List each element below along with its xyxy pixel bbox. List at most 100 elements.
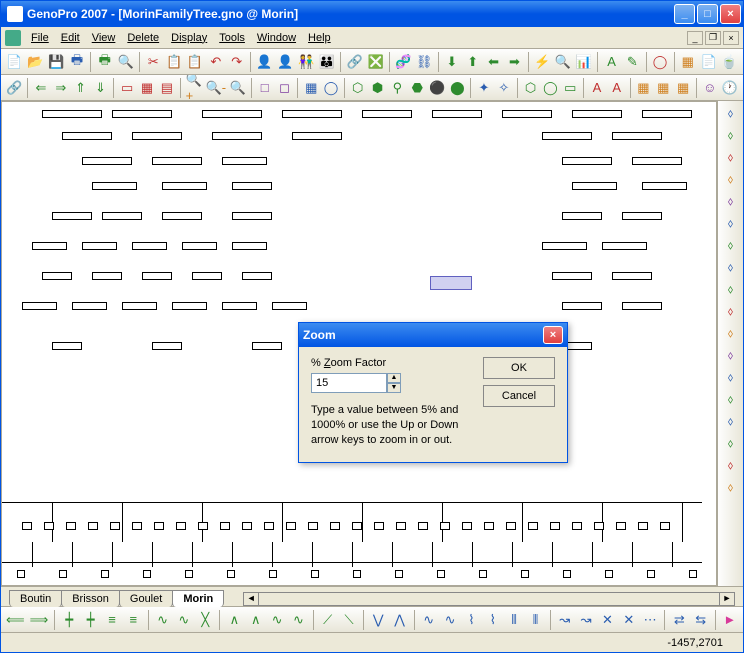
- menu-display[interactable]: Display: [165, 30, 213, 46]
- sheet-tab[interactable]: Morin: [172, 590, 224, 607]
- relation-button[interactable]: ∿: [153, 609, 171, 631]
- relation-button[interactable]: ╳: [196, 609, 214, 631]
- titlebar[interactable]: GenoPro 2007 - [MorinFamilyTree.gno @ Mo…: [1, 1, 743, 27]
- toolbar-button[interactable]: ▤: [158, 77, 176, 99]
- toolbar-button[interactable]: ⇐: [32, 77, 50, 99]
- toolbar-button[interactable]: ◯: [651, 51, 670, 73]
- right-toolbar-button[interactable]: ⬨: [720, 323, 742, 343]
- toolbar-button[interactable]: 🔗: [345, 51, 364, 73]
- relation-button[interactable]: ≡: [124, 609, 142, 631]
- toolbar-button[interactable]: 📋: [186, 51, 205, 73]
- toolbar-button[interactable]: ➡: [505, 51, 524, 73]
- toolbar-button[interactable]: ⇑: [72, 77, 90, 99]
- menu-window[interactable]: Window: [251, 30, 302, 46]
- relation-button[interactable]: ∿: [289, 609, 307, 631]
- spinner-down[interactable]: ▼: [387, 383, 401, 393]
- relation-button[interactable]: ⟸: [5, 609, 26, 631]
- toolbar-button[interactable]: 👪: [318, 51, 337, 73]
- right-toolbar-button[interactable]: ⬨: [720, 411, 742, 431]
- toolbar-button[interactable]: ⬇: [442, 51, 461, 73]
- right-toolbar-button[interactable]: ⬨: [720, 345, 742, 365]
- sheet-tab[interactable]: Brisson: [61, 590, 120, 607]
- toolbar-button[interactable]: ▦: [138, 77, 156, 99]
- toolbar-button[interactable]: ↷: [227, 51, 246, 73]
- menu-view[interactable]: View: [86, 30, 122, 46]
- right-toolbar-button[interactable]: ⬨: [720, 301, 742, 321]
- toolbar-button[interactable]: ↶: [206, 51, 225, 73]
- relation-button[interactable]: ↝: [577, 609, 595, 631]
- toolbar-button[interactable]: 📄: [5, 51, 24, 73]
- relation-button[interactable]: ┿: [81, 609, 99, 631]
- menu-delete[interactable]: Delete: [121, 30, 165, 46]
- toolbar-button[interactable]: 🔍+: [185, 77, 203, 99]
- toolbar-button[interactable]: 🕐: [721, 77, 739, 99]
- close-button[interactable]: ×: [720, 4, 741, 24]
- right-toolbar-button[interactable]: ⬨: [720, 279, 742, 299]
- relation-button[interactable]: ∿: [420, 609, 438, 631]
- toolbar-button[interactable]: 🔍: [116, 51, 135, 73]
- toolbar-button[interactable]: ⬡: [522, 77, 540, 99]
- dialog-titlebar[interactable]: Zoom ×: [299, 323, 567, 347]
- right-toolbar-button[interactable]: ⬨: [720, 257, 742, 277]
- right-toolbar-button[interactable]: ⬨: [720, 191, 742, 211]
- toolbar-button[interactable]: ⚡: [533, 51, 552, 73]
- toolbar-button[interactable]: 💾: [47, 51, 66, 73]
- right-toolbar-button[interactable]: ⬨: [720, 477, 742, 497]
- menu-tools[interactable]: Tools: [213, 30, 251, 46]
- relation-button[interactable]: ⇄: [670, 609, 688, 631]
- relation-button[interactable]: ∿: [268, 609, 286, 631]
- toolbar-button[interactable]: □: [256, 77, 274, 99]
- relation-button[interactable]: ≡: [103, 609, 121, 631]
- toolbar-button[interactable]: ◻: [276, 77, 294, 99]
- toolbar-button[interactable]: 🖶: [68, 51, 87, 73]
- toolbar-button[interactable]: ☺: [701, 77, 719, 99]
- zoom-factor-input[interactable]: [311, 373, 387, 393]
- toolbar-button[interactable]: 🖶: [95, 51, 114, 73]
- toolbar-button[interactable]: A: [602, 51, 621, 73]
- relation-button[interactable]: ⟋: [318, 609, 336, 631]
- toolbar-button[interactable]: ⬤: [448, 77, 466, 99]
- right-toolbar-button[interactable]: ⬨: [720, 103, 742, 123]
- right-toolbar-button[interactable]: ⬨: [720, 169, 742, 189]
- relation-button[interactable]: ⦀: [505, 609, 523, 631]
- mdi-restore[interactable]: ❐: [705, 31, 721, 45]
- toolbar-button[interactable]: ▦: [678, 51, 697, 73]
- ok-button[interactable]: OK: [483, 357, 555, 379]
- relation-button[interactable]: ✕: [598, 609, 616, 631]
- relation-button[interactable]: ⋁: [369, 609, 387, 631]
- toolbar-button[interactable]: ▭: [561, 77, 579, 99]
- toolbar-button[interactable]: ⬢: [369, 77, 387, 99]
- relation-button[interactable]: ∿: [175, 609, 193, 631]
- relation-button[interactable]: ⋯: [641, 609, 659, 631]
- menu-file[interactable]: File: [25, 30, 55, 46]
- cancel-button[interactable]: Cancel: [483, 385, 555, 407]
- toolbar-button[interactable]: 📋: [165, 51, 184, 73]
- right-toolbar-button[interactable]: ⬨: [720, 433, 742, 453]
- toolbar-button[interactable]: 🔗: [5, 77, 23, 99]
- toolbar-button[interactable]: ◯: [322, 77, 340, 99]
- relation-button[interactable]: ⟍: [340, 609, 358, 631]
- menu-help[interactable]: Help: [302, 30, 337, 46]
- toolbar-button[interactable]: 📊: [574, 51, 593, 73]
- toolbar-button[interactable]: ▦: [634, 77, 652, 99]
- relation-button[interactable]: ┿: [60, 609, 78, 631]
- toolbar-button[interactable]: 📂: [26, 51, 45, 73]
- toolbar-button[interactable]: 🔍-: [205, 77, 227, 99]
- right-toolbar-button[interactable]: ⬨: [720, 367, 742, 387]
- mdi-close[interactable]: ×: [723, 31, 739, 45]
- relation-button[interactable]: ►: [721, 609, 739, 631]
- toolbar-button[interactable]: ▭: [118, 77, 136, 99]
- toolbar-button[interactable]: 👫: [297, 51, 316, 73]
- relation-button[interactable]: ⇆: [691, 609, 709, 631]
- menu-edit[interactable]: Edit: [55, 30, 86, 46]
- sheet-tab[interactable]: Boutin: [9, 590, 62, 607]
- relation-button[interactable]: ∿: [441, 609, 459, 631]
- toolbar-button[interactable]: 🧬: [394, 51, 413, 73]
- toolbar-button[interactable]: ❎: [366, 51, 385, 73]
- right-toolbar-button[interactable]: ⬨: [720, 213, 742, 233]
- toolbar-button[interactable]: ▦: [674, 77, 692, 99]
- toolbar-button[interactable]: 👤: [255, 51, 274, 73]
- toolbar-button[interactable]: ⚲: [389, 77, 407, 99]
- right-toolbar-button[interactable]: ⬨: [720, 147, 742, 167]
- sheet-tab[interactable]: Goulet: [119, 590, 173, 607]
